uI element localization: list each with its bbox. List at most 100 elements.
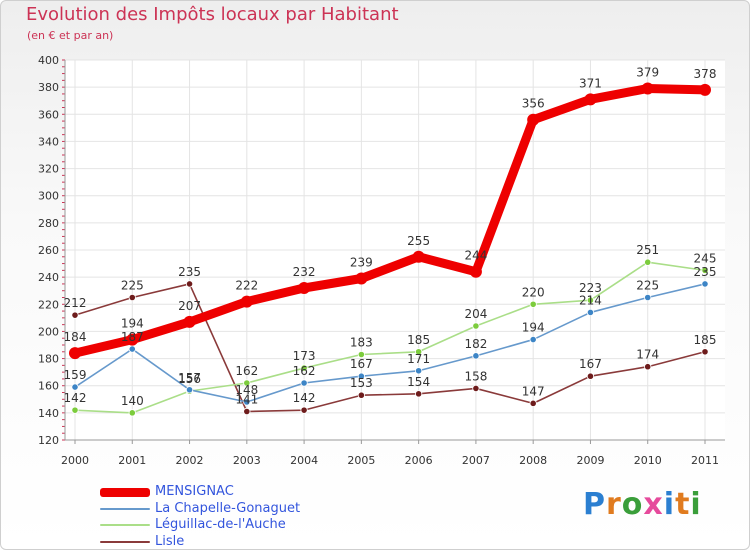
data-point <box>71 383 79 391</box>
data-point <box>126 333 139 346</box>
data-label: 185 <box>407 333 430 347</box>
y-tick-label: 180 <box>38 353 59 366</box>
y-tick-label: 380 <box>38 81 59 94</box>
legend-item: Léguillac-de-l'Auche <box>100 517 300 534</box>
data-label: 142 <box>64 391 87 405</box>
data-point <box>128 409 136 417</box>
data-point <box>644 258 652 266</box>
data-label: 379 <box>636 66 659 80</box>
data-point <box>415 348 423 356</box>
y-tick-label: 400 <box>38 54 59 67</box>
data-label: 173 <box>293 349 316 363</box>
data-label: 154 <box>407 375 430 389</box>
data-label: 157 <box>178 371 201 385</box>
y-tick-label: 120 <box>38 434 59 447</box>
x-tick-label: 2001 <box>118 454 146 467</box>
data-point <box>529 335 537 344</box>
data-label: 214 <box>579 293 602 307</box>
data-label: 140 <box>121 394 144 408</box>
x-tick-label: 2007 <box>462 454 490 467</box>
data-point <box>298 282 311 294</box>
data-point <box>415 367 423 375</box>
data-label: 158 <box>464 369 487 383</box>
data-point <box>185 386 194 394</box>
logo-letter: P <box>583 487 606 522</box>
series-line-3 <box>74 283 706 413</box>
data-point <box>415 390 423 398</box>
data-point <box>586 372 595 380</box>
data-label: 194 <box>522 321 545 335</box>
data-label: 244 <box>464 249 487 263</box>
data-point <box>701 266 709 274</box>
y-tick-label: 160 <box>38 380 59 393</box>
legend-swatch <box>100 507 150 510</box>
data-point <box>699 83 711 96</box>
data-label: 222 <box>235 279 258 293</box>
data-label: 167 <box>350 357 373 371</box>
y-tick-label: 300 <box>38 190 59 203</box>
chart-title: Evolution des Impôts locaux par Habitant <box>26 4 399 25</box>
logo-letter: o <box>621 487 644 522</box>
data-label: 245 <box>694 251 717 265</box>
data-label: 251 <box>636 243 659 257</box>
data-point <box>185 280 194 288</box>
data-point <box>240 295 253 308</box>
x-tick-label: 2009 <box>576 454 604 467</box>
data-point <box>357 391 365 399</box>
data-label: 356 <box>522 97 545 111</box>
y-tick-label: 240 <box>38 271 59 284</box>
data-point <box>472 352 480 360</box>
logo-letter: i <box>663 487 676 522</box>
data-label: 142 <box>293 391 316 405</box>
data-point <box>644 293 652 302</box>
data-label: 162 <box>293 364 316 378</box>
y-tick-label: 220 <box>38 298 59 311</box>
x-tick-label: 2003 <box>233 454 261 467</box>
data-point <box>300 364 308 372</box>
legend-item: Lisle <box>100 534 300 550</box>
data-point <box>355 272 368 285</box>
data-point <box>300 406 308 414</box>
data-label: 235 <box>694 265 717 279</box>
data-point <box>641 82 654 95</box>
series-line-0 <box>70 84 710 358</box>
x-tick-label: 2000 <box>61 454 89 467</box>
data-point <box>472 322 480 330</box>
data-point <box>586 296 595 304</box>
data-label: 194 <box>121 317 144 331</box>
chart-legend: MENSIGNAC La Chapelle-Gonaguet Léguillac-d… <box>100 484 300 550</box>
data-label: 212 <box>64 296 87 310</box>
legend-label: Lisle <box>155 533 185 549</box>
data-label: 167 <box>579 357 602 371</box>
data-label: 223 <box>579 281 602 295</box>
data-label: 378 <box>694 67 717 81</box>
data-point <box>357 372 365 380</box>
data-point <box>128 345 136 353</box>
data-point <box>701 348 709 356</box>
y-tick-label: 280 <box>38 217 59 230</box>
x-tick-label: 2002 <box>176 454 204 467</box>
y-tick-label: 200 <box>38 325 59 338</box>
y-tick-label: 320 <box>38 163 59 176</box>
data-label: 174 <box>636 348 659 362</box>
data-label: 232 <box>293 265 316 279</box>
logo-letter: r <box>606 487 622 522</box>
y-tick-label: 260 <box>38 244 59 257</box>
data-point <box>243 398 251 406</box>
proxiti-logo: Proxiti <box>583 487 702 522</box>
data-point <box>300 379 308 387</box>
logo-letter: t <box>675 487 691 522</box>
data-label: 183 <box>350 336 373 350</box>
series-line-2 <box>74 261 706 414</box>
data-label: 207 <box>178 299 201 313</box>
y-tick-label: 340 <box>38 135 59 148</box>
data-point <box>243 379 251 387</box>
data-label: 225 <box>636 279 659 293</box>
data-point <box>412 250 425 263</box>
y-tick-label: 360 <box>38 108 59 121</box>
y-tick-label: 140 <box>38 407 59 420</box>
data-label: 156 <box>178 372 201 386</box>
data-label: 220 <box>522 285 545 299</box>
data-point <box>472 384 480 393</box>
